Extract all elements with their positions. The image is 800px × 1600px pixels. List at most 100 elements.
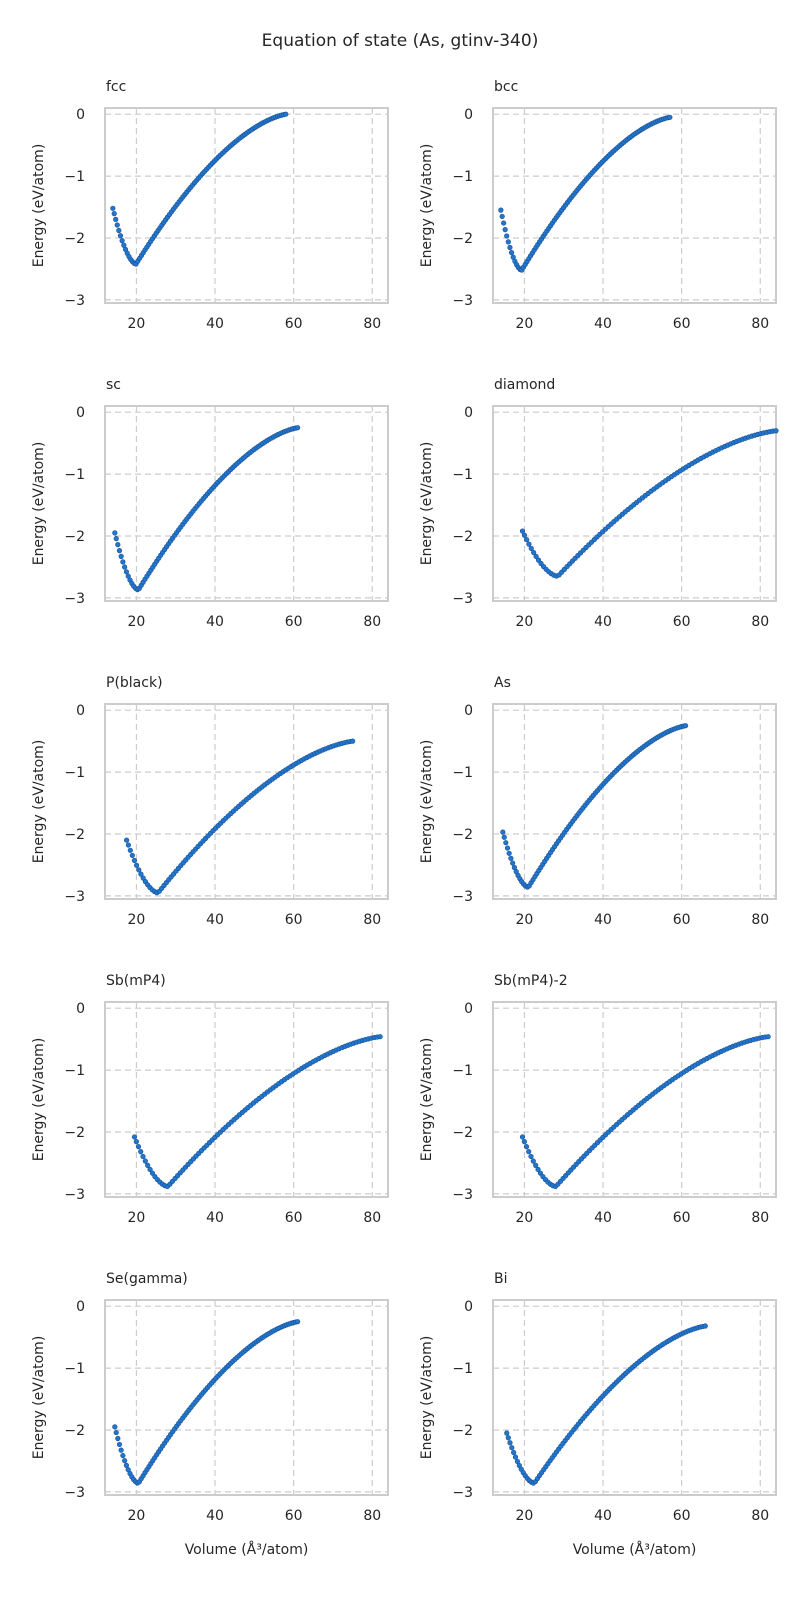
data-point [133,862,140,868]
y-tick-label: −2 [64,1423,85,1439]
panel-diamond: 20 40 60 80 0 −1 −2 −3 diamond Energy (eV/atom) [419,377,779,630]
data-point [505,1435,511,1441]
panel-se-gamma: 20 40 60 80 0 −1 −2 −3 Se(gamma) Energy (eV/atom)… [31,1271,389,1558]
data-point [138,871,144,877]
x-tick-label: 60 [285,316,303,332]
y-tick-label: −3 [64,591,85,607]
y-tick-label: 0 [76,703,85,719]
axes-frame [492,107,777,304]
data-point [133,1139,139,1145]
y-tick-label: −3 [64,1187,85,1203]
y-tick-label: −3 [452,293,473,309]
data-point [523,1144,530,1150]
data-point [508,855,514,861]
y-axis-label: Energy (eV/atom) [419,1336,435,1460]
panel-title: Sb(mP4) [106,973,166,989]
axes-frame [492,405,777,602]
x-tick-label: 20 [516,1210,534,1226]
panel-title: Se(gamma) [106,1271,188,1287]
x-tick-label: 20 [516,316,534,332]
series-points [519,428,779,579]
data-point [122,1458,128,1464]
data-point [500,829,506,835]
panel-as: 20 40 60 80 0 −1 −2 −3 As Energy (eV/atom) [419,675,777,928]
y-tick-label: −2 [64,1125,85,1141]
data-point [115,542,121,548]
data-point [507,244,513,251]
panel-title: Sb(mP4)-2 [494,973,568,989]
data-point [773,428,779,434]
x-tick-label: 80 [751,1210,769,1226]
data-point [115,1435,121,1442]
y-tick-label: 0 [464,1001,473,1017]
x-tick-label: 80 [363,614,381,630]
data-point [113,535,119,542]
x-tick-label: 80 [363,1508,381,1524]
x-tick-label: 80 [363,1210,381,1226]
x-tick-label: 20 [516,912,534,928]
figure-suptitle: Equation of state (As, gtinv-340) [262,31,539,51]
y-tick-label: −1 [64,765,85,781]
data-point [135,1144,142,1150]
data-point [514,1458,521,1465]
x-tick-label: 80 [751,316,769,332]
x-tick-label: 20 [128,912,146,928]
x-tick-label: 80 [751,912,769,928]
x-tick-label: 80 [363,316,381,332]
x-tick-label: 40 [206,912,224,928]
data-point [504,1430,510,1436]
data-point [530,1158,536,1164]
data-point [114,222,120,228]
y-tick-label: −3 [64,293,85,309]
data-point [504,233,510,239]
data-point [125,842,131,848]
data-point [502,227,508,233]
y-tick-label: −1 [452,467,473,483]
x-tick-label: 20 [128,1210,146,1226]
x-tick-label: 20 [128,1508,146,1524]
panel-sb-mp4: 20 40 60 80 0 −1 −2 −3 Sb(mP4) Energy (eV/atom) [31,973,389,1226]
panel-title: diamond [494,377,555,393]
y-axis-label: Energy (eV/atom) [419,442,435,566]
data-point [526,1149,532,1155]
data-point [117,233,124,239]
y-tick-label: −2 [64,827,85,843]
y-tick-label: −1 [64,467,85,483]
y-tick-label: −2 [452,1125,473,1141]
data-point [535,557,542,563]
data-point [504,845,511,851]
x-tick-label: 40 [206,1210,224,1226]
data-point [505,239,511,245]
data-point [533,553,539,560]
panel-title: Bi [494,1271,508,1287]
data-point [508,250,515,256]
data-point [147,1166,153,1173]
data-point [142,1158,148,1164]
data-point [118,1447,124,1453]
y-axis-label: Energy (eV/atom) [419,740,435,864]
data-point [112,530,118,536]
data-point [512,1454,519,1460]
x-tick-label: 20 [128,316,146,332]
y-tick-label: 0 [464,1299,473,1315]
y-tick-label: 0 [76,107,85,123]
data-point [116,227,122,234]
y-tick-label: −1 [452,765,473,781]
x-tick-label: 40 [594,912,612,928]
x-tick-label: 80 [363,912,381,928]
y-tick-label: 0 [464,107,473,123]
axes-frame [492,703,777,900]
x-tick-label: 40 [594,614,612,630]
axes-frame [104,405,389,602]
y-tick-label: −2 [452,1423,473,1439]
y-tick-label: 0 [76,1299,85,1315]
data-point [283,111,289,117]
data-point [110,205,116,211]
data-point [519,528,526,534]
y-tick-label: 0 [76,405,85,421]
data-point [136,867,142,873]
data-point [509,1445,515,1451]
data-point [111,211,117,217]
y-tick-label: −3 [64,889,85,905]
